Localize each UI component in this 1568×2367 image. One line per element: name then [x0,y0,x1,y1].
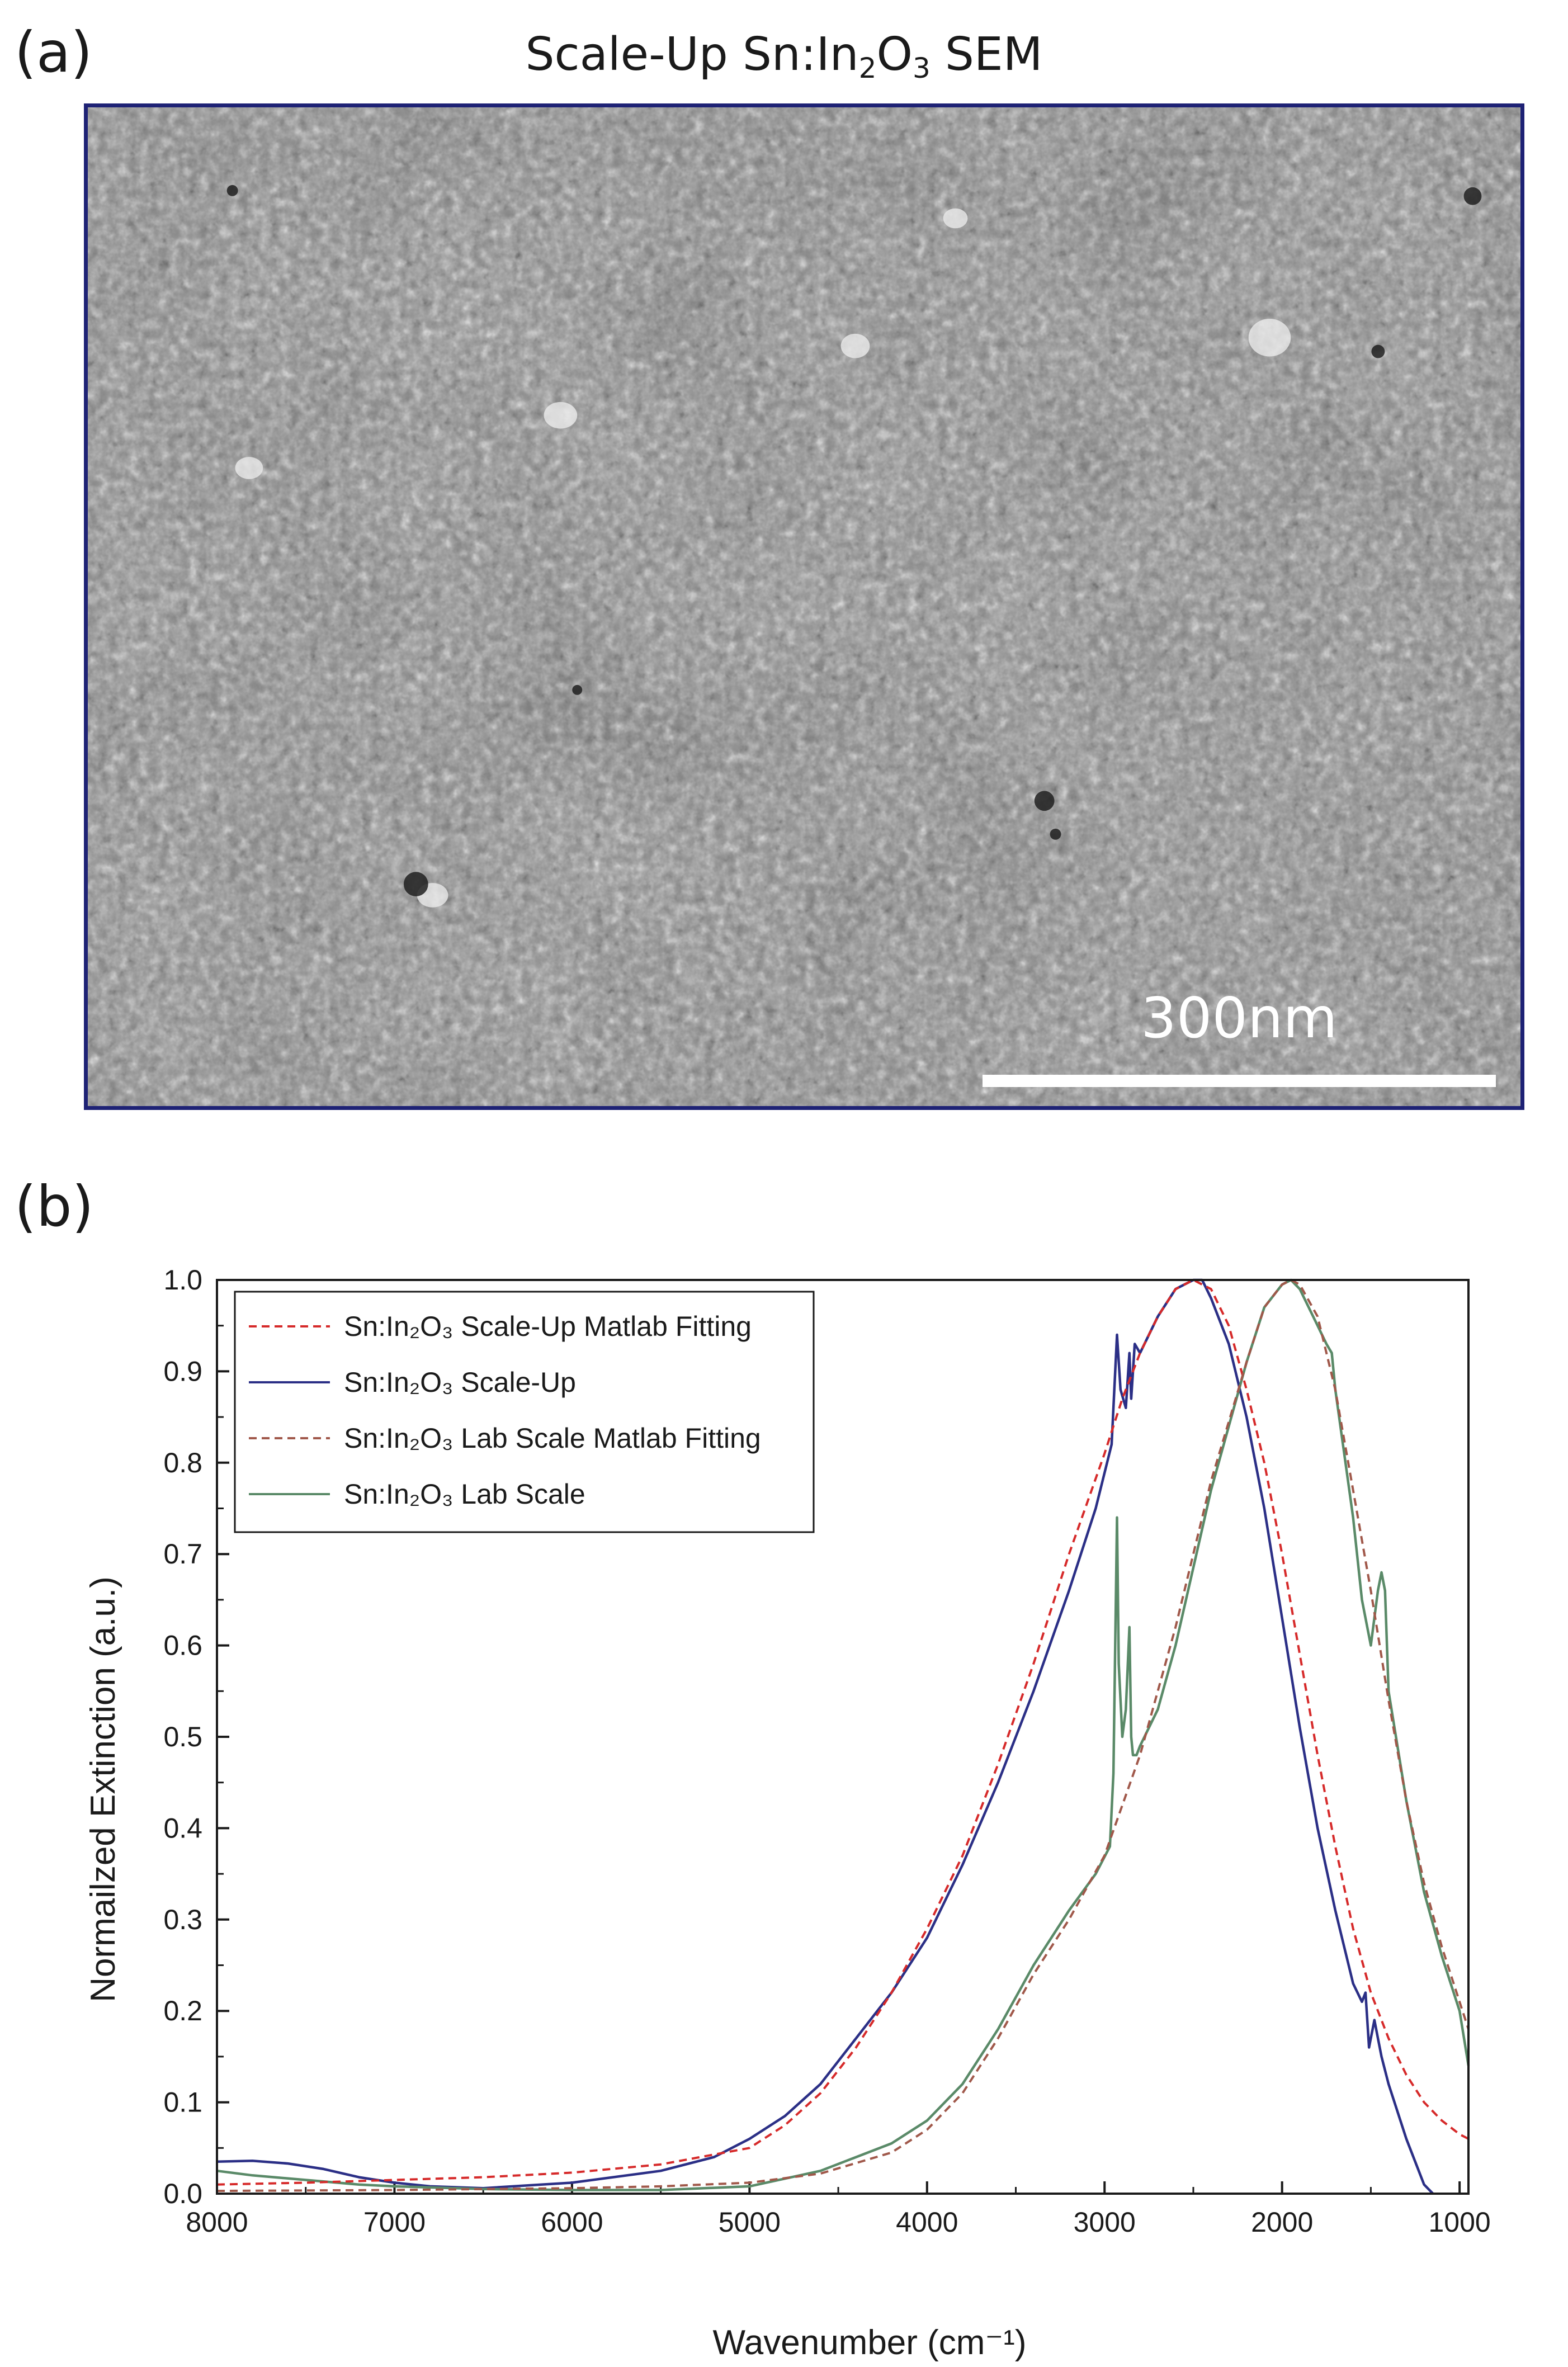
x-tick-label: 7000 [363,2207,426,2238]
legend-entry: Sn:In₂O₃ Lab Scale [344,1478,585,1510]
x-tick-label: 1000 [1429,2207,1491,2238]
sem-texture [88,107,1520,1106]
x-tick-label: 3000 [1074,2207,1136,2238]
sem-image: 300nm [84,103,1524,1110]
y-axis-label: Normailzed Extinction (a.u.) [84,1576,122,2002]
scale-bar-label: 300nm [1141,985,1338,1051]
y-tick-label: 0.2 [163,1995,202,2026]
legend-box [234,1291,815,1533]
y-axis-title: Normailzed Extinction (a.u.) [84,1576,122,2002]
y-tick-label: 0.9 [163,1355,202,1387]
y-tick-label: 1.0 [163,1264,202,1296]
y-tick-label: 0.1 [163,2087,202,2118]
x-tick-label: 2000 [1251,2207,1313,2238]
series-line-0 [216,1279,1469,2186]
y-tick-label: 0.3 [163,1904,202,1935]
x-axis-label: Wavenumber (cm⁻¹) [713,2323,1027,2362]
x-tick-label: 5000 [719,2207,781,2238]
y-tick-label: 0.4 [163,1812,202,1844]
y-tick-label: 0.6 [163,1630,202,1661]
x-tick-label: 6000 [541,2207,603,2238]
legend: Sn:In₂O₃ Scale-Up Matlab Fitting Sn:In₂O₃… [234,1291,815,1533]
sem-title-mid: O [876,28,913,81]
legend-entry: Sn:In₂O₃ Scale-Up [344,1367,576,1398]
legend-entry: Sn:In₂O₃ Lab Scale Matlab Fitting [344,1423,761,1454]
sem-title-prefix: Scale-Up Sn:In [525,28,859,81]
x-tick-label: 8000 [186,2207,248,2238]
x-tick-label: 4000 [896,2207,958,2238]
sem-title-suffix: SEM [930,28,1043,81]
y-tick-label: 0.5 [163,1721,202,1752]
plot-frame [216,1279,1470,2195]
y-tick-label: 0.8 [163,1447,202,1478]
sem-title: Scale-Up Sn:In2O3 SEM [0,28,1568,84]
panel-a-label: (a) [15,20,93,85]
sem-title-sub1: 2 [858,52,877,84]
y-tick-label: 0.7 [163,1538,202,1570]
extinction-chart: Normailzed Extinction (a.u.) Wavenumber … [84,1264,1491,2362]
scale-bar [983,1075,1496,1087]
legend-entry: Sn:In₂O₃ Scale-Up Matlab Fitting [344,1311,752,1342]
series-line-1 [216,1278,1434,2195]
sem-title-sub2: 3 [913,52,931,84]
y-tick-label: 0.0 [163,2178,202,2209]
series-layer [216,1278,1470,2195]
tick-layer: 8000 7000 6000 5000 4000 3000 2000 1000 0.0 0.1 0.… [163,1264,1490,2238]
panel-b-label: (b) [15,1174,94,1239]
